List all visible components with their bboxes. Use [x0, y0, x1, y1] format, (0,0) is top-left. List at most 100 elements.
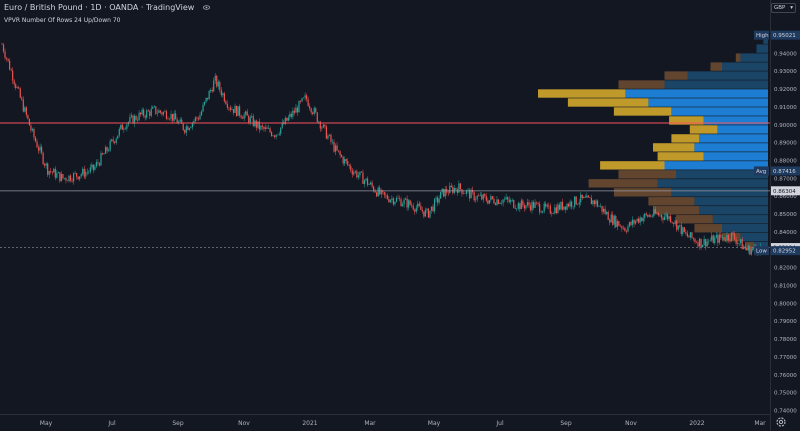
candle-body: [207, 97, 209, 100]
candle-body: [152, 107, 154, 109]
candle-body: [420, 205, 422, 210]
candle-body: [313, 108, 315, 114]
candle-body: [190, 127, 192, 129]
candle-body: [330, 134, 332, 142]
grey-line-price-label-bg: [771, 186, 800, 196]
candle-body: [749, 246, 751, 255]
candle-body: [612, 214, 614, 225]
candle-body: [114, 141, 116, 143]
candle-body: [455, 188, 457, 190]
candle-body: [194, 117, 197, 121]
chevron-down-icon: ▾: [790, 5, 793, 11]
candle-body: [485, 196, 487, 201]
candle-body: [316, 112, 318, 122]
candle-body: [688, 236, 690, 238]
indicator-legend[interactable]: VPVR Number Of Rows 24 Up/Down 70: [4, 17, 121, 24]
candle-body: [417, 203, 419, 208]
candle-body: [202, 104, 204, 112]
y-tick-label: 0.77000: [774, 355, 797, 361]
candle-body: [197, 118, 200, 120]
candle-body: [255, 120, 257, 128]
candle-body: [583, 196, 585, 199]
candle-body: [277, 134, 279, 136]
candle-body: [1, 44, 3, 45]
candle-body: [426, 208, 428, 210]
chart-header: Euro / British Pound · 1D · OANDA · Trad…: [4, 3, 210, 12]
candle-body: [147, 110, 149, 112]
candle-body: [350, 165, 352, 171]
candle-body: [563, 206, 565, 210]
candle-body: [531, 201, 533, 211]
vp-down-bar: [717, 125, 768, 134]
candle-body: [644, 213, 646, 218]
candle-body: [47, 163, 49, 175]
candle-body: [302, 97, 305, 99]
candle-body: [642, 217, 644, 222]
candle-body: [520, 200, 522, 210]
candle-body: [242, 117, 244, 119]
candle-body: [659, 214, 661, 216]
candle-body: [479, 194, 481, 196]
candle-body: [213, 80, 215, 92]
candle-body: [141, 109, 143, 115]
candle-body: [231, 109, 233, 110]
vp-down-bar: [756, 44, 768, 53]
candle-body: [36, 141, 38, 148]
candle-body: [711, 235, 713, 241]
candle-body: [529, 205, 532, 211]
candle-body: [50, 171, 52, 172]
vp-up-bar: [567, 98, 649, 107]
candle-body: [280, 127, 282, 134]
candle-body: [322, 124, 324, 128]
candle-body: [24, 107, 26, 112]
candle-body: [724, 239, 727, 241]
candle-body: [246, 111, 248, 116]
candle-body: [245, 111, 247, 115]
currency-selector[interactable]: GBP ▾: [771, 3, 796, 13]
candle-body: [607, 211, 609, 220]
candle-body: [590, 197, 593, 205]
candle-body: [168, 118, 171, 120]
candle-body: [348, 164, 350, 166]
vp-up-bar: [538, 89, 626, 98]
candle-body: [103, 153, 105, 155]
candle-body: [592, 200, 594, 205]
candle-body: [51, 171, 53, 173]
candle-body: [537, 202, 539, 204]
symbol-title[interactable]: Euro / British Pound · 1D · OANDA · Trad…: [4, 3, 195, 12]
candle-body: [569, 201, 571, 207]
candle-body: [321, 127, 323, 129]
candle-body: [606, 211, 608, 214]
candle-body: [91, 164, 93, 168]
candle-body: [12, 70, 14, 81]
candle-body: [307, 99, 309, 107]
gear-icon[interactable]: [774, 415, 788, 429]
candle-body: [62, 173, 64, 179]
vp-up-bar: [676, 215, 713, 224]
candle-body: [327, 135, 329, 139]
candle-body: [214, 75, 216, 81]
candle-body: [270, 132, 273, 137]
candle-body: [18, 87, 20, 89]
candle-body: [132, 115, 134, 124]
candle-body: [444, 188, 446, 197]
candle-body: [82, 168, 84, 175]
candle-body: [432, 206, 434, 212]
candle-body: [461, 189, 463, 194]
candle-body: [532, 201, 535, 208]
candle-body: [730, 232, 733, 241]
candle-body: [165, 111, 168, 119]
candle-body: [414, 209, 416, 212]
candle-body: [135, 115, 137, 120]
y-tick-label: 0.81000: [774, 284, 797, 290]
candle-body: [543, 203, 545, 212]
eye-icon[interactable]: [202, 4, 210, 11]
candle-body: [377, 187, 379, 197]
candle-body: [80, 174, 82, 177]
candle-body: [421, 209, 423, 212]
candle-body: [88, 171, 90, 173]
candle-body: [219, 81, 221, 90]
candle-body: [508, 199, 510, 203]
candle-body: [391, 198, 393, 200]
